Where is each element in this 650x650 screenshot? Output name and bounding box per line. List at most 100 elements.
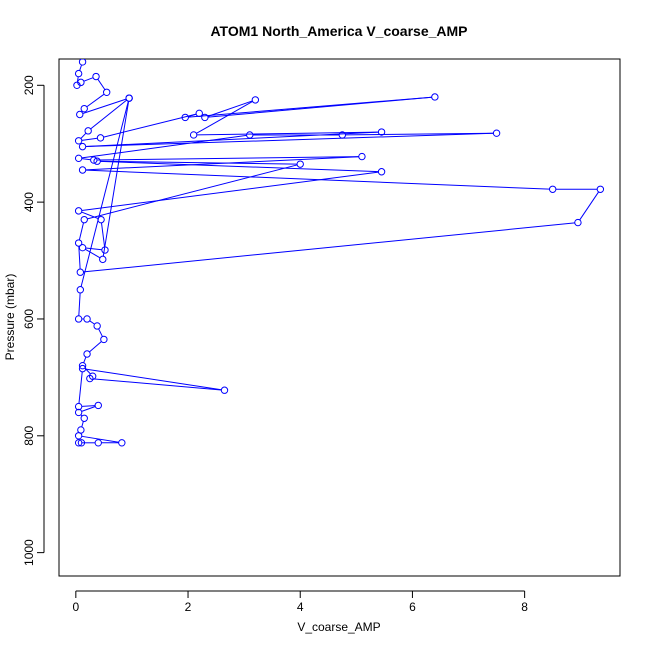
series-segment <box>196 131 379 136</box>
data-point <box>83 315 91 323</box>
data-point <box>338 131 347 139</box>
series-segment <box>81 211 99 219</box>
data-point <box>125 94 133 102</box>
series-segment <box>196 101 253 134</box>
data-point <box>548 185 557 193</box>
x-tick-label: 6 <box>409 600 416 614</box>
data-point <box>74 402 83 411</box>
plot-area <box>58 58 621 577</box>
series-segment <box>83 222 575 273</box>
data-point <box>377 128 386 136</box>
data-point <box>74 439 83 447</box>
data-point <box>201 113 209 122</box>
series-segment <box>103 113 197 138</box>
series-segment <box>81 171 379 211</box>
series-segment <box>85 247 102 251</box>
data-point <box>78 59 87 66</box>
chart-title: ATOM1 North_America V_coarse_AMP <box>210 23 467 39</box>
series-segment <box>81 406 96 412</box>
series-segment <box>100 160 379 173</box>
data-point <box>492 129 501 137</box>
data-point <box>195 109 203 118</box>
series-segment <box>102 101 130 257</box>
series-segment <box>80 101 129 287</box>
data-point <box>100 335 108 344</box>
series-segment <box>579 191 599 221</box>
data-point <box>77 439 86 447</box>
series-segment <box>89 320 95 325</box>
data-point <box>78 361 87 370</box>
data-point <box>92 72 100 81</box>
data-point <box>74 408 83 417</box>
series-segment <box>100 160 298 165</box>
series-segment <box>85 368 222 391</box>
data-point <box>78 364 87 373</box>
series-segment <box>86 93 105 108</box>
series-segment <box>89 341 102 353</box>
series-segment <box>90 99 127 130</box>
y-tick-label: 800 <box>22 425 36 445</box>
series-segment <box>188 113 197 118</box>
series-segment <box>207 100 253 117</box>
data-point <box>76 286 85 294</box>
data-point <box>74 69 83 78</box>
data-point <box>80 104 88 113</box>
data-point <box>74 207 83 215</box>
x-tick-label: 0 <box>72 600 79 614</box>
series-segment <box>81 405 96 407</box>
series-segment <box>83 77 94 82</box>
series-segment <box>82 98 127 114</box>
series-segment <box>78 246 81 270</box>
data-point <box>74 239 83 247</box>
data-point <box>80 215 88 224</box>
x-tick-label: 4 <box>297 600 304 614</box>
series-segment <box>97 78 106 90</box>
data-point <box>86 374 94 383</box>
series-segment <box>96 156 359 161</box>
data-point <box>431 93 439 101</box>
series-segment <box>208 96 432 118</box>
series-segment <box>345 132 494 136</box>
data-point <box>596 185 605 193</box>
data-point <box>74 154 83 163</box>
y-tick-label: 400 <box>22 192 36 212</box>
series-segment <box>78 222 84 241</box>
data-point <box>101 246 109 254</box>
series-segment <box>81 134 247 159</box>
data-point <box>76 268 85 276</box>
y-tick-label: 200 <box>22 75 36 95</box>
series-segment <box>92 378 222 391</box>
series-segment <box>78 292 81 316</box>
series-segment <box>79 64 83 71</box>
data-point <box>574 218 582 227</box>
data-point <box>78 166 87 174</box>
series-segment <box>85 248 101 259</box>
data-point <box>99 255 107 264</box>
data-point <box>246 131 254 139</box>
data-point <box>102 88 111 96</box>
data-point <box>118 439 126 447</box>
data-point <box>97 215 105 224</box>
data-point <box>78 142 87 151</box>
data-point <box>93 322 101 330</box>
y-axis-label: Pressure (mbar) <box>3 274 17 361</box>
y-tick-label: 1000 <box>22 539 36 566</box>
series-segment <box>81 421 84 428</box>
data-point <box>189 131 198 139</box>
data-point <box>220 386 229 394</box>
data-point <box>80 414 88 422</box>
data-point <box>77 78 85 87</box>
series-layer <box>73 59 605 447</box>
data-point <box>83 350 91 358</box>
series-segment <box>100 222 106 247</box>
data-point <box>358 152 366 161</box>
data-point <box>94 401 102 410</box>
y-tick-label: 600 <box>22 309 36 329</box>
data-point <box>90 156 98 164</box>
series-segment <box>85 132 494 148</box>
data-point <box>377 168 386 176</box>
data-point <box>93 157 101 165</box>
x-tick-label: 2 <box>185 600 192 614</box>
series-segment <box>78 371 83 404</box>
